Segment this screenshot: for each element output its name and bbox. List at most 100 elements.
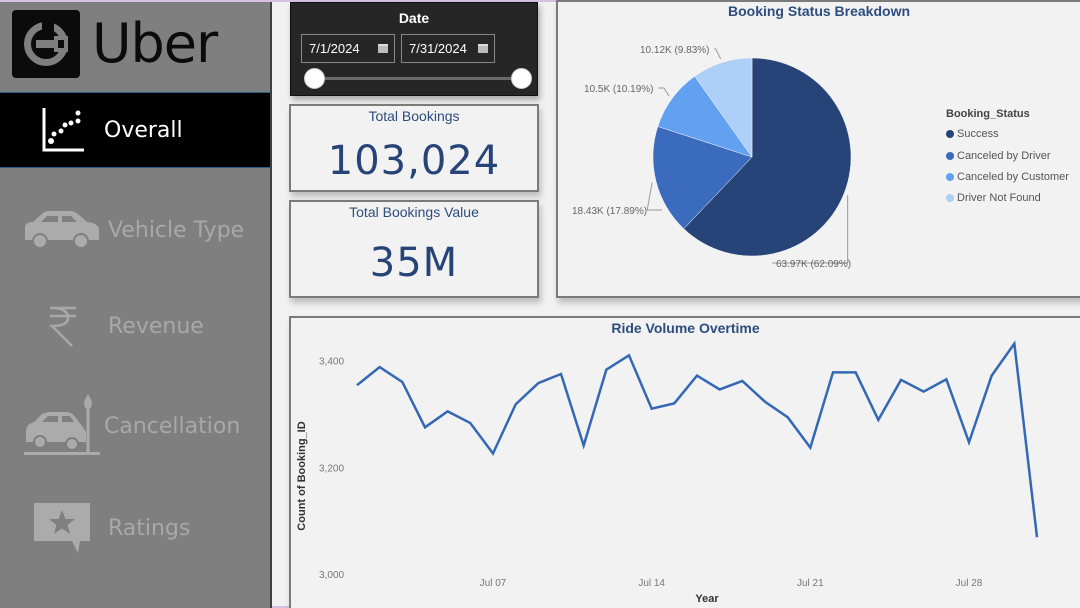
pie-slice-success[interactable] [683,57,852,257]
line-data-point[interactable] [990,374,994,378]
line-data-point[interactable] [446,409,450,413]
legend-item-canceled-by-driver[interactable]: Canceled by Driver [946,150,1051,162]
date-filter: Date 7/1/2024 7/31/2024 [290,2,538,96]
pie-data-label: 10.12K (9.83%) [640,45,710,56]
line-data-point[interactable] [922,390,926,394]
line-data-point[interactable] [1035,535,1039,539]
kpi-value: 103,024 [327,138,501,184]
line-data-point[interactable] [786,415,790,419]
date-range-slider[interactable] [315,77,521,80]
line-data-point[interactable] [831,370,835,374]
rupee-icon [22,296,102,356]
pie-leader-line [658,87,670,97]
legend-label: Canceled by Customer [957,171,1069,183]
nav-label: Vehicle Type [108,217,245,243]
pie-data-label: 63.97K (62.09%) [776,259,851,270]
pie-slice-driver-not-found[interactable] [694,57,753,158]
line-data-point[interactable] [672,401,676,405]
slider-start-handle[interactable] [304,68,325,89]
star-review-icon [22,498,102,558]
line-data-point[interactable] [967,440,971,444]
line-data-point[interactable] [468,421,472,425]
line-data-point[interactable] [854,370,858,374]
line-data-point[interactable] [582,443,586,447]
line-data-point[interactable] [378,365,382,369]
nav-label: Ratings [108,515,191,541]
calendar-icon[interactable] [478,44,488,53]
legend-item-driver-not-found[interactable]: Driver Not Found [946,192,1041,204]
date-filter-title: Date [398,10,430,26]
pie-data-label: 10.5K (10.19%) [584,84,654,95]
start-date-value: 7/1/2024 [309,41,360,56]
nav-overall[interactable]: Overall [0,92,270,168]
nav-vehicle-type[interactable]: Vehicle Type [0,192,270,268]
pie-chart-title: Booking Status Breakdown [727,3,911,19]
end-date-input[interactable]: 7/31/2024 [401,34,495,63]
nav-revenue[interactable]: Revenue [0,288,270,364]
line-data-point[interactable] [695,374,699,378]
line-data-point[interactable] [763,400,767,404]
x-tick-label: Jul 21 [797,578,824,589]
line-data-point[interactable] [899,378,903,382]
nav-cancellation[interactable]: Cancellation [0,388,270,464]
line-data-point[interactable] [604,368,608,372]
line-data-point[interactable] [627,353,631,357]
line-data-point[interactable] [559,372,563,376]
pie-data-label: 18.43K (17.89%) [572,206,647,217]
line-data-point[interactable] [423,425,427,429]
line-data-point[interactable] [944,377,948,381]
legend-label: Driver Not Found [957,192,1041,204]
kpi-total-bookings: Total Bookings 103,024 [289,104,539,192]
y-tick-label: 3,200 [319,463,344,474]
logo-text: Uber [92,12,218,75]
y-tick-label: 3,400 [319,357,344,368]
y-axis-label: Count of Booking_ID [296,421,308,530]
legend-dot [946,173,954,181]
ride-volume-line[interactable] [356,340,1039,538]
line-data-point[interactable] [650,407,654,411]
line-data-point[interactable] [1012,342,1016,346]
legend-item-canceled-by-customer[interactable]: Canceled by Customer [946,171,1069,183]
line-chart-title: Ride Volume Overtime [611,320,760,336]
y-tick-label: 3,000 [319,570,344,581]
line-data-point[interactable] [718,387,722,391]
line-data-point[interactable] [400,380,404,384]
legend-dot [946,130,954,138]
nav-ratings[interactable]: Ratings [0,490,270,566]
end-date-value: 7/31/2024 [409,41,467,56]
line-data-point[interactable] [355,383,359,387]
pie-leader-line [714,48,722,60]
nav-label: Revenue [108,313,204,339]
ride-volume-panel: Ride Volume Overtime 3,000 3,200 3,400 Jul … [289,316,1080,608]
x-tick-label: Jul 07 [480,578,507,589]
line-data-point[interactable] [808,446,812,450]
line-data-point[interactable] [876,418,880,422]
pie-chart: 63.97K (62.09%) 18.43K (17.89%) 10.5K (10.… [572,45,852,270]
line-data-point[interactable] [514,402,518,406]
x-tick-label: Jul 14 [638,578,665,589]
line-data-point[interactable] [491,451,495,455]
slider-end-handle[interactable] [511,68,532,89]
line-chart: 3,000 3,200 3,400 Jul 07 Jul 14 Jul 21 Jul 28 Y… [296,340,1039,605]
pie-leader-line [772,195,849,264]
calendar-icon[interactable] [378,44,388,53]
kpi-total-bookings-value: Total Bookings Value 35M [289,200,539,298]
line-data-point[interactable] [536,381,540,385]
sidebar: Uber Overall [0,2,272,608]
legend-label: Success [957,128,999,140]
pie-slice-canceled-by-driver[interactable] [652,126,753,230]
legend-item-success[interactable]: Success [946,128,999,140]
x-axis-label: Year [695,593,719,605]
uber-logo: Uber [12,10,218,78]
nav-label: Cancellation [104,413,241,439]
start-date-input[interactable]: 7/1/2024 [301,34,395,63]
line-data-point[interactable] [740,379,744,383]
booking-status-panel: Booking Status Breakdown 63.97K (62.09%)… [556,0,1080,298]
legend-dot [946,152,954,160]
kpi-title: Total Bookings Value [349,204,479,220]
legend-label: Canceled by Driver [957,150,1051,162]
car-crash-icon [22,394,102,456]
nav-label: Overall [104,117,183,143]
scatter-chart-icon [22,100,102,160]
